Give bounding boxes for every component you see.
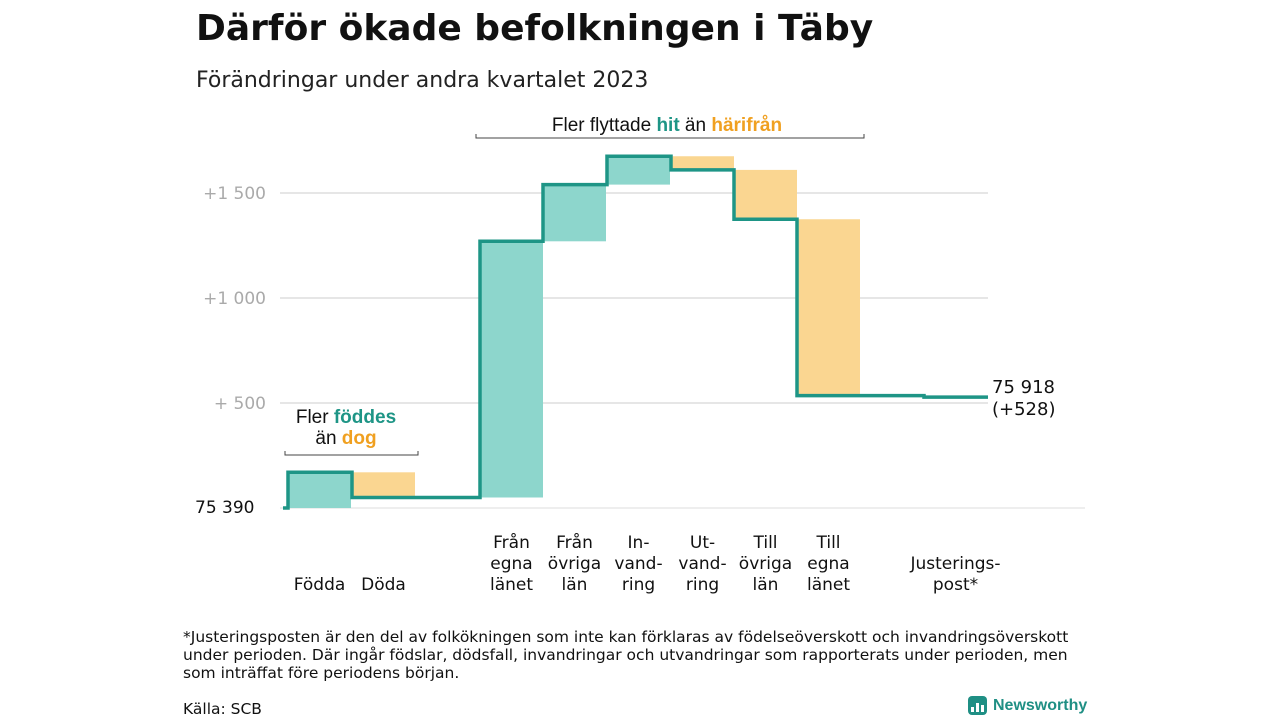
annotation-migration-part: än — [680, 115, 712, 136]
category-label-8: Till — [815, 533, 840, 553]
category-label-3: Från — [493, 532, 530, 553]
category-label-6: Ut- — [690, 533, 715, 553]
category-label-9: Justerings- — [909, 554, 1000, 574]
annotation-migration: Fler flyttade hit än härifrån — [552, 115, 782, 136]
bar-step-3 — [480, 241, 543, 498]
footnote: *Justeringsposten är den del av folkökni… — [183, 628, 1069, 682]
annotation-migration-part: härifrån — [711, 115, 782, 136]
brand-name: Newsworthy — [993, 696, 1088, 714]
category-label-5: ring — [622, 575, 655, 595]
annotation-births-bracket — [284, 451, 419, 456]
category-label-7: län — [753, 575, 779, 595]
y-tick-label-500: + 500 — [214, 394, 266, 414]
bar-step-2 — [352, 472, 415, 498]
annotation-births-line1-part: föddes — [334, 407, 396, 428]
cumulative-step-line — [283, 154, 988, 510]
category-label-8: egna — [807, 554, 849, 574]
category-label-7: Till — [752, 533, 777, 553]
bar-step-5 — [607, 156, 670, 185]
bar-step-8 — [797, 219, 860, 396]
bar-chart-icon — [968, 696, 987, 715]
annotation-migration-bracket — [475, 134, 865, 139]
annotation-births-line1: Fler föddes — [296, 407, 396, 428]
y-tick-label-1000: +1 000 — [203, 289, 266, 309]
annotation-births-line2-part: dog — [342, 428, 377, 449]
category-label-6: vand- — [678, 554, 726, 574]
chart-subtitle: Förändringar under andra kvartalet 2023 — [196, 68, 649, 93]
category-label-4: län — [562, 575, 588, 595]
annotation-migration-part: hit — [656, 115, 680, 136]
annotation-births-line2: än dog — [315, 428, 376, 449]
category-label-9: post* — [933, 575, 978, 595]
category-label-5: In- — [628, 533, 650, 553]
category-label-8: länet — [807, 575, 850, 595]
annotation-births-line2-part: än — [315, 428, 341, 449]
category-label-3: länet — [490, 575, 533, 595]
brand-logo: Newsworthy — [968, 696, 1087, 715]
chart-title: Därför ökade befolkningen i Täby — [196, 8, 874, 49]
start-value-label: 75 390 — [195, 498, 254, 518]
bar-step-6 — [671, 156, 734, 170]
end-value-label: 75 918 — [992, 377, 1055, 398]
source-note: Källa: SCB — [183, 700, 262, 718]
category-label-1: Födda — [294, 575, 346, 595]
category-label-5: vand- — [614, 554, 662, 574]
bar-step-1 — [288, 472, 351, 508]
y-tick-label-1500: +1 500 — [203, 184, 266, 204]
category-label-4: övriga — [548, 554, 601, 574]
category-label-6: ring — [686, 575, 719, 595]
category-label-2: Döda — [361, 575, 406, 595]
annotation-migration-part: Fler flyttade — [552, 115, 657, 136]
annotation-births-line1-part: Fler — [296, 407, 334, 428]
category-label-3: egna — [490, 554, 532, 574]
bar-step-4 — [543, 184, 606, 242]
category-label-7: övriga — [739, 554, 792, 574]
end-change-label: (+528) — [992, 399, 1055, 420]
category-label-4: Från — [556, 532, 593, 553]
bar-step-7 — [734, 169, 797, 220]
